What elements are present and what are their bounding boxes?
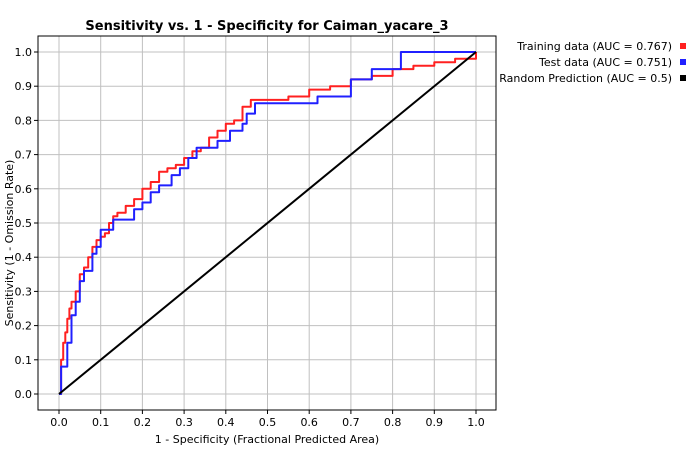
series-lines (58, 51, 477, 395)
y-tick-label: 0.4 (15, 251, 33, 264)
x-axis-label: 1 - Specificity (Fractional Predicted Ar… (155, 433, 379, 446)
x-tick-label: 0.4 (217, 416, 235, 429)
y-tick-label: 1.0 (15, 46, 33, 59)
legend: Training data (AUC = 0.767) Test data (AU… (499, 40, 686, 85)
x-tick-label: 0.7 (342, 416, 360, 429)
legend-entry-label: Random Prediction (AUC = 0.5) (499, 72, 672, 85)
axis-ticks: 0.0 0.1 0.2 0.3 0.4 0.5 0.6 0.7 0.8 0.9 1.0 0.0 0.1 0… (15, 46, 485, 429)
y-tick-label: 0.2 (15, 320, 33, 333)
x-tick-label: 0.0 (50, 416, 68, 429)
x-tick-label: 0.3 (175, 416, 193, 429)
legend-swatch (680, 59, 686, 65)
y-tick-label: 0.6 (15, 183, 33, 196)
legend-swatch (680, 75, 686, 81)
x-tick-label: 0.1 (92, 416, 110, 429)
x-tick-label: 1.0 (467, 416, 485, 429)
chart-title: Sensitivity vs. 1 - Specificity for Caim… (85, 19, 448, 34)
y-axis-label: Sensitivity (1 - Omission Rate) (3, 160, 16, 327)
legend-entry-label: Training data (AUC = 0.767) (516, 40, 672, 53)
y-tick-label: 0.7 (15, 149, 33, 162)
y-tick-label: 0.0 (15, 388, 33, 401)
training-data-line (59, 52, 477, 395)
test-data-line (59, 51, 476, 395)
x-tick-label: 0.5 (259, 416, 277, 429)
plot-area-border (37, 35, 497, 411)
x-tick-label: 0.2 (134, 416, 152, 429)
y-tick-label: 0.5 (15, 217, 33, 230)
legend-entry-label: Test data (AUC = 0.751) (538, 56, 672, 69)
x-tick-label: 0.8 (384, 416, 402, 429)
x-tick-label: 0.9 (426, 416, 444, 429)
y-tick-label: 0.9 (15, 80, 33, 93)
legend-swatch (680, 43, 686, 49)
y-tick-label: 0.1 (15, 354, 33, 367)
random-prediction-line (58, 51, 477, 395)
y-tick-label: 0.8 (15, 114, 33, 127)
y-tick-label: 0.3 (15, 285, 33, 298)
x-tick-label: 0.6 (300, 416, 318, 429)
